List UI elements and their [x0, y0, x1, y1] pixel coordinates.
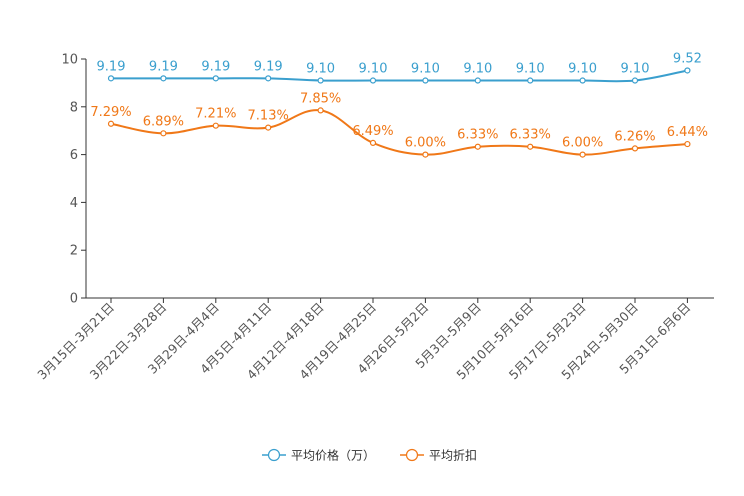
- legend-item-2[interactable]: 平均折扣: [400, 448, 477, 463]
- data-label: 6.33%: [510, 128, 551, 143]
- legend-label: 平均折扣: [429, 448, 477, 463]
- data-point[interactable]: [369, 139, 377, 146]
- series-layer: 9.19 9.19 9.19 9.19 9.10 9.10 9.10 9.10 9.10 9.10…: [90, 51, 708, 158]
- data-label: 9.19: [97, 59, 126, 74]
- series-2: 7.29% 6.89% 7.21% 7.13% 7.85% 6.49% 6.00% 6.33%…: [90, 91, 708, 158]
- y-tick-label: 10: [61, 53, 78, 68]
- data-label: 6.26%: [614, 129, 655, 144]
- data-label: 9.19: [254, 59, 283, 74]
- data-label: 7.21%: [195, 107, 236, 122]
- data-point[interactable]: [265, 75, 272, 82]
- data-point[interactable]: [422, 77, 429, 84]
- legend[interactable]: 平均价格（万） 平均折扣: [262, 448, 477, 463]
- data-point[interactable]: [422, 151, 429, 158]
- data-point[interactable]: [474, 77, 481, 84]
- data-point[interactable]: [107, 75, 115, 82]
- data-point[interactable]: [317, 107, 324, 114]
- data-label: 6.44%: [667, 125, 708, 140]
- data-point[interactable]: [317, 77, 324, 84]
- data-label: 6.89%: [143, 114, 184, 129]
- data-point[interactable]: [369, 77, 377, 84]
- legend-marker-icon: [405, 448, 419, 462]
- data-point[interactable]: [631, 145, 639, 152]
- data-label: 7.13%: [248, 109, 289, 124]
- data-point[interactable]: [107, 120, 115, 127]
- data-label: 9.10: [306, 62, 335, 77]
- data-label: 9.19: [201, 59, 230, 74]
- legend-label: 平均价格（万）: [291, 448, 375, 463]
- data-point[interactable]: [684, 67, 691, 74]
- data-point[interactable]: [160, 130, 167, 137]
- series-line: [111, 69, 688, 83]
- data-point[interactable]: [684, 140, 691, 148]
- data-label: 6.00%: [405, 136, 446, 151]
- data-label: 9.10: [621, 62, 650, 77]
- data-label: 7.29%: [90, 105, 131, 120]
- data-label: 9.19: [149, 59, 178, 74]
- data-label: 6.49%: [352, 124, 393, 139]
- data-label: 6.33%: [457, 128, 498, 143]
- x-axis-ticks: 3月15日-3月21日3月22日-3月28日3月29日-4月4日4月5日-4月1…: [34, 298, 694, 382]
- y-tick-label: 0: [70, 292, 78, 307]
- data-label: 7.85%: [300, 91, 341, 106]
- axes: [85, 59, 714, 299]
- data-label: 9.10: [568, 62, 597, 77]
- data-point[interactable]: [160, 75, 167, 82]
- data-point[interactable]: [265, 124, 272, 131]
- data-point[interactable]: [527, 77, 534, 84]
- data-label: 9.10: [463, 62, 492, 77]
- data-point[interactable]: [579, 151, 586, 158]
- data-label: 9.10: [359, 62, 388, 77]
- series-1: 9.19 9.19 9.19 9.19 9.10 9.10 9.10 9.10 9.10 9.10…: [97, 51, 702, 84]
- series-line: [110, 109, 688, 156]
- y-tick-label: 2: [70, 244, 78, 259]
- legend-marker-icon: [267, 448, 281, 462]
- data-point[interactable]: [527, 143, 534, 150]
- data-label: 9.10: [411, 62, 440, 77]
- y-tick-label: 8: [70, 100, 78, 115]
- data-point[interactable]: [579, 77, 586, 84]
- legend-item-1[interactable]: 平均价格（万）: [262, 448, 375, 463]
- data-point[interactable]: [474, 143, 481, 150]
- data-point[interactable]: [631, 77, 639, 84]
- data-point[interactable]: [212, 75, 219, 82]
- data-label: 9.52: [673, 51, 702, 66]
- data-point[interactable]: [212, 122, 219, 129]
- y-tick-label: 4: [70, 196, 78, 211]
- y-axis-ticks: 0 2 4 6 8 10: [61, 53, 86, 307]
- data-label: 9.10: [516, 62, 545, 77]
- data-label: 6.00%: [562, 136, 603, 151]
- y-tick-label: 6: [70, 148, 78, 163]
